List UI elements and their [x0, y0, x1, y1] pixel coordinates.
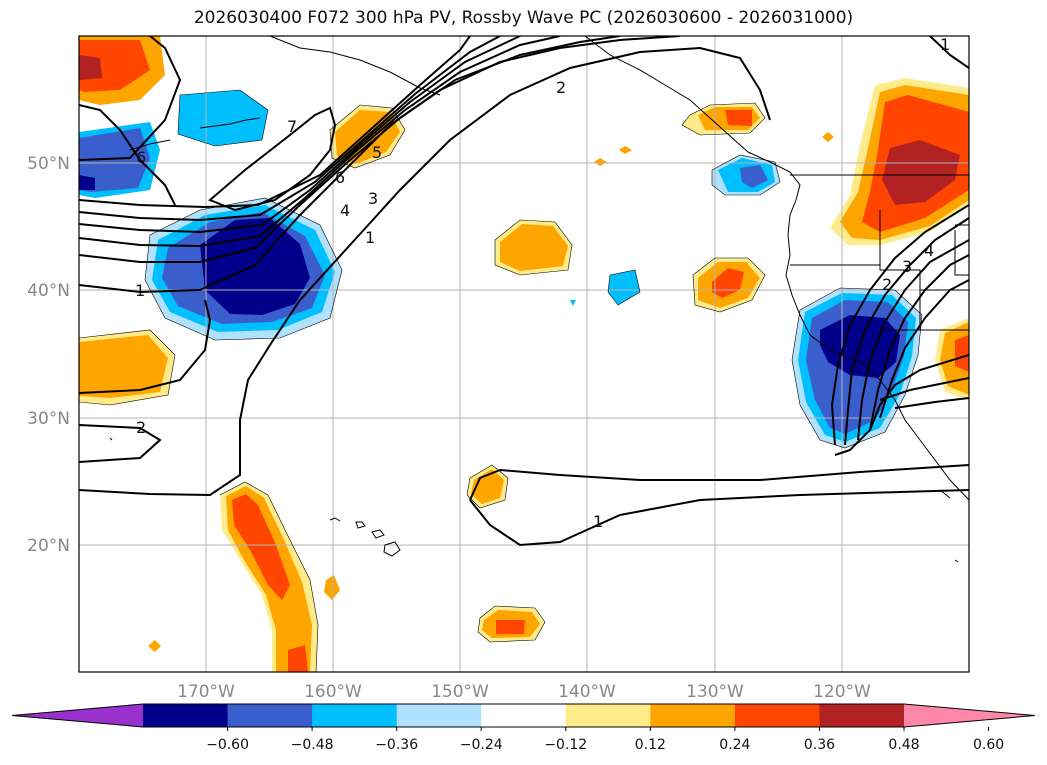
anomaly-negative-central [570, 270, 640, 306]
lon-label: 150°W [431, 682, 489, 702]
anomaly-positive-midleft [79, 330, 175, 405]
contour-label: 6 [335, 168, 345, 187]
lon-label: 170°W [177, 682, 235, 702]
contour-label: 2 [136, 418, 146, 437]
anomaly-negative-coast [712, 155, 780, 195]
colorbar-tick-label: −0.24 [460, 737, 503, 753]
colorbar-outline [11, 703, 1036, 728]
colorbar-extend-min [12, 704, 143, 727]
lon-label: 130°W [686, 682, 744, 702]
contour-label: 3 [368, 189, 378, 208]
colorbar-segment [565, 704, 651, 727]
colorbar-segment [312, 704, 398, 727]
anomaly-positive-topleft [79, 36, 165, 105]
colorbar-tick-label: 0.24 [719, 737, 750, 753]
contour-label: 1 [940, 35, 950, 54]
lon-label: 120°W [813, 682, 871, 702]
colorbar-segment [734, 704, 820, 727]
lat-label: 30°N [27, 409, 70, 429]
anomaly-positive-canada [830, 78, 969, 245]
map-frame [78, 35, 970, 673]
contour-label: 5 [372, 143, 382, 162]
contour-label: 6 [136, 148, 146, 167]
colorbar-segment [396, 704, 482, 727]
contour-label: 4 [340, 201, 350, 220]
contour-label: 2 [556, 78, 566, 97]
contour-label: 1 [365, 228, 375, 247]
colorbar-tick-label: 0.36 [804, 737, 835, 753]
colorbar-tick-label: 0.48 [888, 737, 919, 753]
contour-labels: 2 7 5 6 3 4 1 6 1 2 1 2 3 4 1 [135, 35, 950, 531]
contour-label: 1 [135, 281, 145, 300]
anomaly-positive-central [495, 220, 572, 275]
longitude-labels: 170°W 160°W 150°W 140°W 130°W 120°W [177, 682, 871, 702]
colorbar-tick-label: −0.36 [375, 737, 418, 753]
lon-label: 140°W [558, 682, 616, 702]
colorbar: −0.60 −0.48 −0.36 −0.24 −0.12 0.12 0.24 0.36 0.4… [11, 703, 1036, 753]
colorbar-segment [227, 704, 313, 727]
latitude-labels: 50°N 40°N 30°N 20°N [27, 154, 70, 556]
lon-label: 160°W [304, 682, 362, 702]
contour-label: 4 [924, 241, 934, 260]
colorbar-segment [650, 704, 736, 727]
contour-label: 7 [287, 117, 297, 136]
map-title: 2026030400 F072 300 hPa PV, Rossby Wave … [193, 8, 854, 28]
colorbar-tick-label: 0.60 [973, 737, 1004, 753]
colorbar-tick-label: 0.12 [635, 737, 666, 753]
colorbar-extend-max [904, 704, 1035, 727]
colorbar-tick-label: −0.60 [206, 737, 249, 753]
colorbar-segment [481, 704, 567, 727]
anomaly-outlines [79, 89, 923, 672]
anomaly-positive-east [693, 258, 765, 312]
colorbar-segment [819, 704, 905, 727]
contour-label: 3 [902, 257, 912, 276]
lat-label: 20°N [27, 536, 70, 556]
anomaly-negative-small [178, 90, 268, 146]
colorbar-tick-label: −0.48 [291, 737, 334, 753]
rossby-contours [79, 36, 969, 547]
anomaly-negative-left [79, 122, 160, 198]
anomaly-positive-streamer [220, 482, 318, 672]
lat-label: 50°N [27, 154, 70, 174]
contour-label: 2 [882, 275, 892, 294]
colorbar-segment [143, 704, 229, 727]
contour-label: 1 [593, 512, 603, 531]
anomaly-positive-south [478, 606, 545, 642]
colorbar-tick-label: −0.12 [544, 737, 587, 753]
anomaly-positive-islands [148, 132, 834, 652]
lat-label: 40°N [27, 281, 70, 301]
